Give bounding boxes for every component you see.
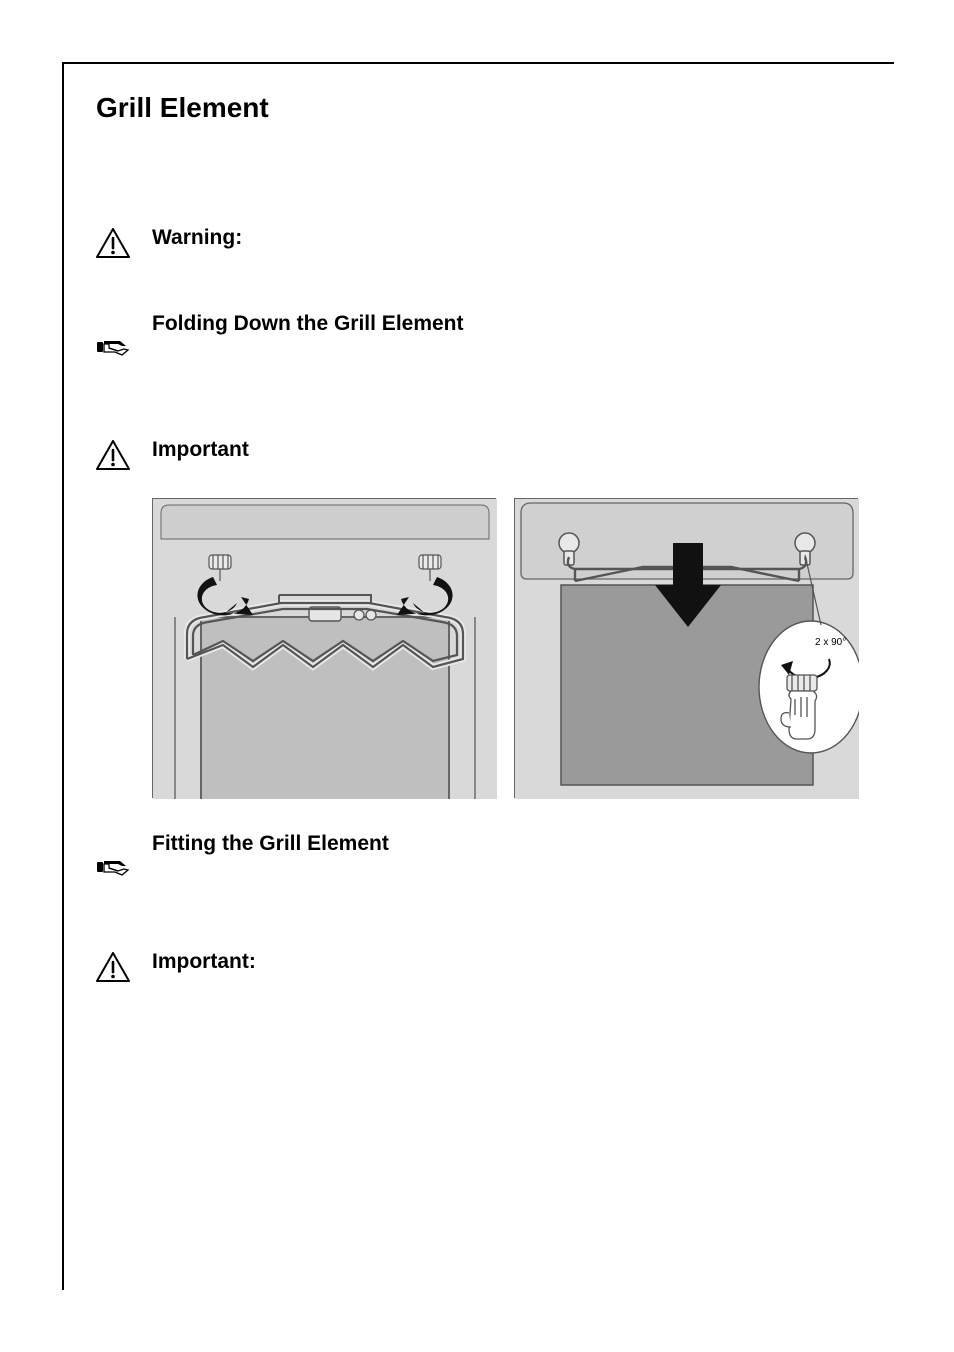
heading-fitting: Fitting the Grill Element <box>152 832 862 856</box>
section-important-1: Important <box>96 438 862 470</box>
warning-icon <box>96 952 130 982</box>
illustration-row: 2 x 90° <box>152 498 862 798</box>
heading-warning: Warning: <box>152 226 862 250</box>
hand-icon <box>96 336 132 358</box>
warning-icon <box>96 440 130 470</box>
rotation-annotation: 2 x 90° <box>815 637 846 648</box>
illustration-folding <box>152 498 496 798</box>
illustration-rotation: 2 x 90° <box>514 498 858 798</box>
warning-icon <box>96 228 130 258</box>
section-important-2: Important: <box>96 950 862 982</box>
section-fitting: Fitting the Grill Element <box>96 832 862 878</box>
page-title: Grill Element <box>96 92 862 124</box>
heading-important-1: Important <box>152 438 862 462</box>
section-warning: Warning: <box>96 226 862 258</box>
hand-icon <box>96 856 132 878</box>
page-frame: Grill Element Warning: Folding Down t <box>62 62 894 1290</box>
section-folding: Folding Down the Grill Element <box>96 312 862 358</box>
heading-folding: Folding Down the Grill Element <box>152 312 862 336</box>
heading-important-2: Important: <box>152 950 862 974</box>
